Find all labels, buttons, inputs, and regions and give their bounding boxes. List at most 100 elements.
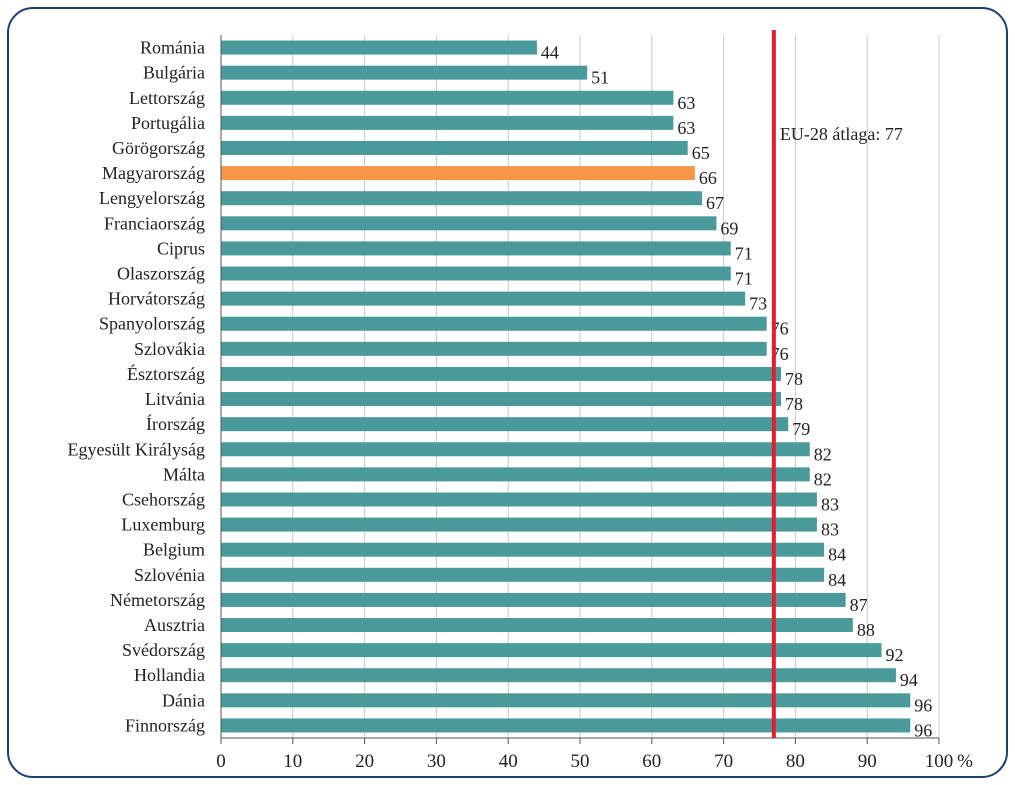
bar-15 (221, 417, 789, 432)
x-tick-label: 0 (216, 751, 226, 772)
category-label: Csehország (122, 489, 205, 509)
bar-13 (221, 366, 782, 381)
x-tick-label: 60 (642, 751, 661, 772)
x-axis: 0 10 20 30 40 50 60 70 80 90 100% (216, 35, 973, 772)
value-label: 82 (814, 444, 832, 464)
category-label: Románia (140, 38, 205, 58)
category-label: Spanyolország (99, 314, 205, 334)
category-label: Szlovénia (134, 565, 205, 585)
value-label: 63 (677, 118, 695, 138)
category-label: Málta (163, 464, 205, 484)
category-label: Ciprus (157, 238, 205, 258)
unit-label: % (957, 751, 973, 772)
category-labels: Románia Bulgária Lettország Portugália Görög… (68, 38, 205, 736)
value-label: 79 (792, 419, 810, 439)
value-label: 88 (857, 620, 875, 640)
x-tick-label: 100 (925, 751, 954, 772)
category-label: Lengyelország (99, 188, 205, 208)
value-label: 92 (886, 645, 904, 665)
x-tick-label: 10 (283, 751, 302, 772)
x-tick-label: 30 (427, 751, 446, 772)
value-label: 73 (749, 294, 767, 314)
value-label: 51 (591, 68, 609, 88)
bar-21 (221, 567, 825, 582)
bar-24 (221, 643, 882, 658)
value-label: 94 (900, 670, 918, 690)
reference-line-group: EU-28 átlaga: 77 (771, 30, 903, 738)
bar-17 (221, 467, 810, 482)
bar-18 (221, 492, 817, 507)
value-label: 71 (735, 269, 753, 289)
bar-26 (221, 693, 911, 708)
bar-3 (221, 115, 674, 130)
value-label: 96 (914, 695, 932, 715)
category-label: Finnország (125, 715, 205, 735)
value-label: 84 (828, 570, 846, 590)
bar-9 (221, 266, 731, 281)
bar-14 (221, 392, 782, 407)
x-tick-label: 80 (786, 751, 805, 772)
bar-0 (221, 40, 537, 55)
category-label: Litvánia (145, 389, 205, 409)
x-tick-label: 40 (499, 751, 518, 772)
category-label: Luxemburg (121, 515, 205, 535)
x-tick-label: 90 (858, 751, 877, 772)
bar-8 (221, 241, 731, 256)
value-label: 82 (814, 469, 832, 489)
x-tick-label: 70 (714, 751, 733, 772)
bar-20 (221, 542, 825, 557)
x-tick-label: 20 (355, 751, 374, 772)
value-label: 67 (706, 193, 724, 213)
bar-2 (221, 90, 674, 105)
category-label: Lettország (129, 88, 205, 108)
value-label: 78 (785, 394, 803, 414)
category-label: Írország (146, 413, 205, 434)
category-label: Horvátország (108, 289, 205, 309)
category-label: Belgium (143, 540, 205, 560)
category-label: Franciaország (104, 213, 205, 233)
value-label: 63 (677, 93, 695, 113)
bar-6 (221, 191, 703, 206)
bar-23 (221, 618, 853, 633)
x-tick-label: 50 (571, 751, 590, 772)
bars (221, 40, 911, 733)
category-label: Németország (110, 590, 205, 610)
value-label: 69 (720, 218, 738, 238)
value-label: 96 (914, 720, 932, 740)
bar-12 (221, 341, 767, 356)
bar-1 (221, 65, 588, 80)
value-label: 71 (735, 243, 753, 263)
value-label: 78 (785, 369, 803, 389)
reference-line-label: EU-28 átlaga: 77 (780, 124, 903, 144)
bar-16 (221, 442, 810, 457)
category-label: Bulgária (143, 63, 205, 83)
category-label: Ausztria (144, 615, 205, 635)
value-label: 65 (692, 143, 710, 163)
category-label: Svédország (122, 640, 205, 660)
category-label: Dánia (162, 690, 205, 710)
bar-22 (221, 592, 846, 607)
value-label: 83 (821, 520, 839, 540)
category-label: Magyarország (102, 163, 205, 183)
category-label: Egyesült Királyság (68, 439, 205, 459)
category-label: Olaszország (117, 264, 205, 284)
bar-19 (221, 517, 817, 532)
category-label: Szlovákia (134, 339, 205, 359)
bar-11 (221, 316, 767, 331)
bar-25 (221, 668, 896, 683)
bar-27 (221, 718, 911, 733)
value-label: 84 (828, 545, 846, 565)
value-label: 66 (699, 168, 717, 188)
bar-10 (221, 291, 746, 306)
bar-5 (221, 166, 695, 181)
value-label: 44 (541, 43, 559, 63)
value-labels: 4451636365666769717173767678787982828383… (541, 43, 932, 741)
category-label: Görögország (112, 138, 205, 158)
value-label: 87 (850, 595, 868, 615)
bar-4 (221, 140, 688, 155)
bar-7 (221, 216, 717, 231)
category-label: Portugália (131, 113, 205, 133)
value-label: 83 (821, 494, 839, 514)
category-label: Észtország (127, 363, 205, 384)
